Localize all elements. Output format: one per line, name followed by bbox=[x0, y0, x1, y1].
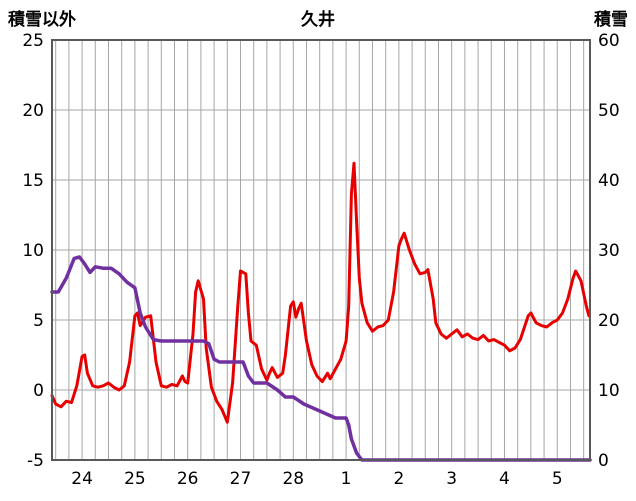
plot-border bbox=[51, 39, 591, 461]
right-axis-tick-label: 20 bbox=[598, 311, 620, 331]
right-axis-tick-label: 40 bbox=[598, 171, 620, 191]
x-axis-tick-label: 3 bbox=[446, 469, 457, 489]
left-axis-tick-label: 0 bbox=[33, 381, 44, 401]
x-axis-tick-label: 24 bbox=[71, 469, 93, 489]
right-axis-title: 積雪 bbox=[594, 10, 628, 30]
x-axis-tick-label: 28 bbox=[282, 469, 304, 489]
left-axis-tick-label: 25 bbox=[22, 31, 44, 51]
x-axis-tick-label: 2 bbox=[393, 469, 404, 489]
x-axis-tick-label: 1 bbox=[341, 469, 352, 489]
left-axis-tick-label: 10 bbox=[22, 241, 44, 261]
x-axis-tick-label: 27 bbox=[230, 469, 252, 489]
x-axis-tick-label: 4 bbox=[499, 469, 510, 489]
right-axis-tick-label: 10 bbox=[598, 381, 620, 401]
right-axis-tick-label: 60 bbox=[598, 31, 620, 51]
right-axis-tick-label: 0 bbox=[598, 451, 609, 471]
left-axis-tick-label: 15 bbox=[22, 171, 44, 191]
right-axis-tick-label: 30 bbox=[598, 241, 620, 261]
gridlines bbox=[52, 40, 590, 460]
right-axis-tick-label: 50 bbox=[598, 101, 620, 121]
chart-title: 久井 bbox=[301, 10, 335, 30]
left-axis-title: 積雪以外 bbox=[8, 10, 76, 30]
x-axis-tick-label: 25 bbox=[124, 469, 146, 489]
left-axis-tick-label: 5 bbox=[33, 311, 44, 331]
left-axis-tick-label: -5 bbox=[27, 451, 44, 471]
non-snow-line bbox=[50, 161, 591, 424]
x-axis-tick-label: 5 bbox=[552, 469, 563, 489]
left-axis-tick-label: 20 bbox=[22, 101, 44, 121]
x-axis-tick-label: 26 bbox=[177, 469, 199, 489]
snow-depth-line bbox=[50, 255, 592, 462]
